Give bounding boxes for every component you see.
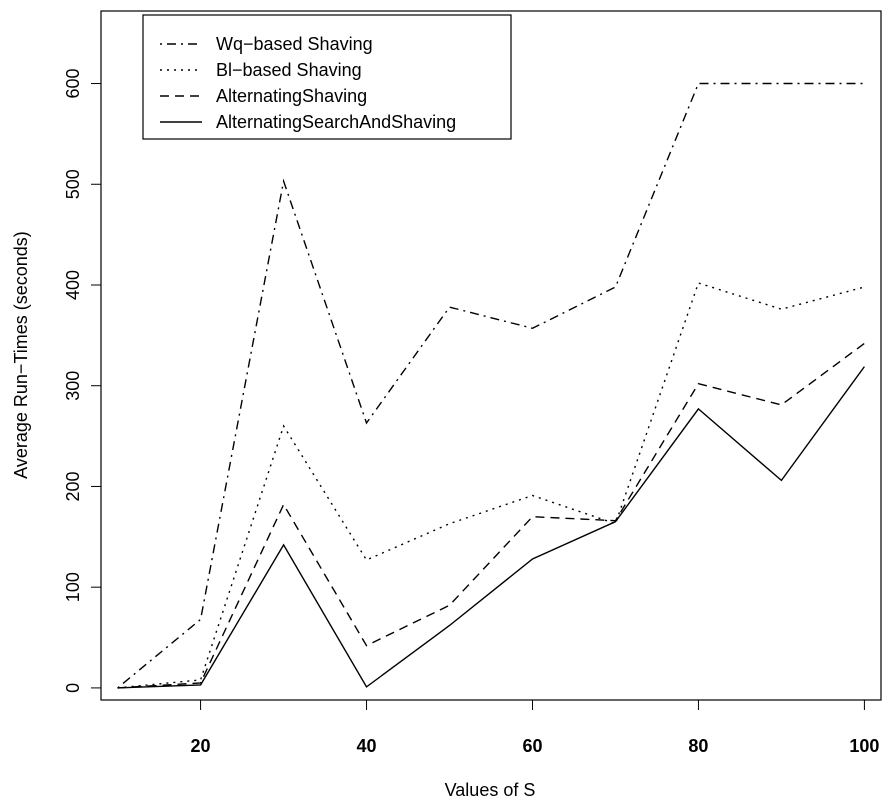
x-tick-label: 40: [357, 736, 377, 756]
y-tick-label: 0: [63, 683, 83, 693]
x-tick-label: 80: [688, 736, 708, 756]
legend-label-2: Bl−based Shaving: [216, 60, 362, 80]
x-axis-title: Values of S: [445, 780, 536, 800]
legend-box: [142, 14, 512, 140]
x-tick-label: 60: [522, 736, 542, 756]
y-tick-label: 600: [63, 69, 83, 99]
legend-label-4: AlternatingSearchAndShaving: [216, 112, 456, 132]
y-tick-label: 500: [63, 169, 83, 199]
series-line-3: [117, 342, 865, 689]
series-line-1: [117, 82, 865, 689]
series-line-2: [117, 282, 865, 689]
series-line-4: [117, 366, 865, 689]
legend-label-3: AlternatingShaving: [216, 86, 367, 106]
y-tick-label: 400: [63, 270, 83, 300]
y-tick-label: 100: [63, 572, 83, 602]
y-axis-title: Average Run−Times (seconds): [11, 231, 31, 479]
legend-label-1: Wq−based Shaving: [216, 34, 373, 54]
x-tick-label: 20: [191, 736, 211, 756]
y-tick-label: 200: [63, 471, 83, 501]
y-tick-label: 300: [63, 371, 83, 401]
x-tick-label: 100: [849, 736, 879, 756]
